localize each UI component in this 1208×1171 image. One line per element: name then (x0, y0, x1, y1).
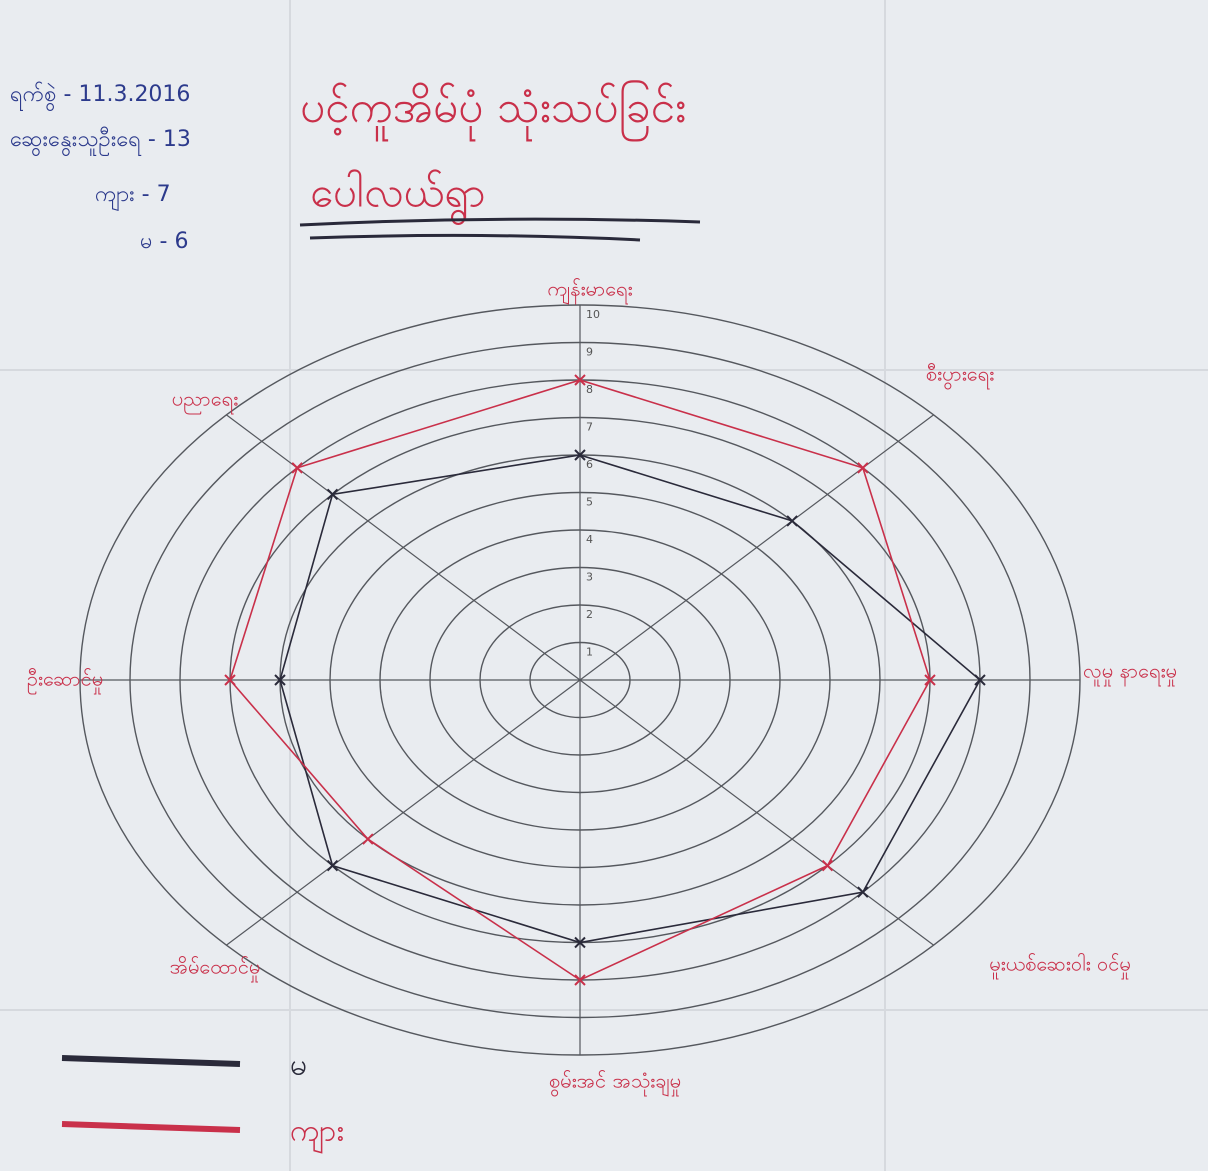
female-count-note: မ - 6 (140, 229, 189, 254)
r-tick-label: 10 (586, 308, 600, 321)
r-tick-label: 5 (586, 496, 593, 509)
r-tick-label: 3 (586, 571, 593, 584)
category-label: မူးယစ်ဆေးဝါး ဝင်မှု (989, 952, 1131, 980)
r-tick-label: 1 (586, 646, 593, 659)
r-tick-label: 6 (586, 458, 593, 471)
category-label: ကျန်းမာရေး (547, 277, 632, 305)
paper (0, 0, 1208, 1171)
category-label: အိမ်ထောင်မှု (170, 955, 261, 983)
r-tick-label: 9 (586, 346, 593, 359)
r-tick-label: 8 (586, 383, 593, 396)
legend-label: မ (290, 1048, 307, 1083)
category-label: လူမှု နာရေးမှု (1083, 659, 1177, 687)
category-label: ပညာရေး (172, 387, 238, 415)
chart-title: ပင့်ကူအိမ်ပုံ သုံးသပ်ခြင်း (300, 80, 686, 142)
legend-label: ကျား (290, 1114, 344, 1155)
category-label: စီးပွားရေး (926, 362, 994, 390)
r-tick-label: 7 (586, 421, 593, 434)
r-tick-label: 4 (586, 533, 593, 546)
category-label: စွမ်းအင် အသုံးချမှု (549, 1069, 681, 1097)
r-tick-label: 2 (586, 608, 593, 621)
category-label: ဦးဆောင်မှု (27, 667, 103, 695)
chart: ရက်စွဲ - 11.3.2016 ဆွေးနွေးသူဦးရေ - 13 က… (0, 0, 1208, 1171)
male-count-note: ကျား - 7 (95, 182, 171, 211)
